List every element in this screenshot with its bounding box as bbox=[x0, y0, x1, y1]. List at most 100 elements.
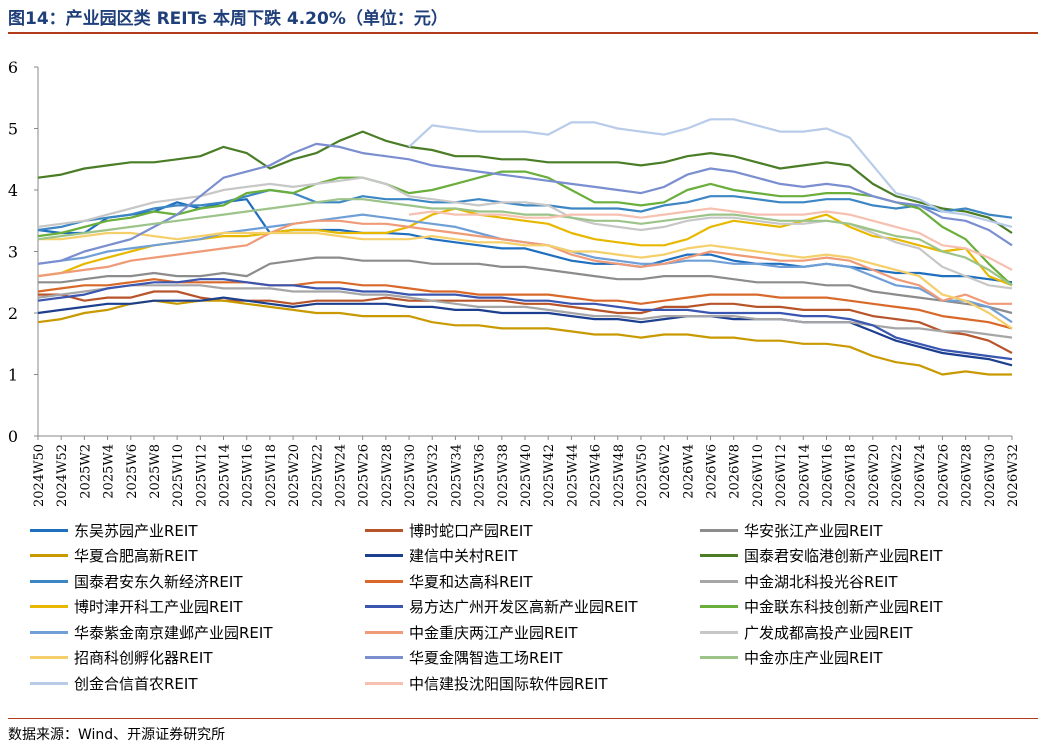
legend-label: 广发成都高投产业园REIT bbox=[744, 623, 913, 642]
legend-item: 中金重庆两江产业园REIT bbox=[365, 621, 578, 643]
legend-label: 东吴苏园产业REIT bbox=[74, 521, 198, 540]
chart-title: 图14：产业园区类 REITs 本周下跌 4.20%（单位：元） bbox=[8, 9, 448, 29]
legend-item: 华夏金隅智造工场REIT bbox=[365, 647, 563, 669]
legend-item: 博时蛇口产园REIT bbox=[365, 519, 533, 541]
x-tick-label: 2025W34 bbox=[449, 444, 464, 507]
x-tick-label: 2026W10 bbox=[751, 444, 766, 507]
x-tick-label: 2025W14 bbox=[218, 444, 233, 507]
legend-item: 易方达广州开发区高新产业园REIT bbox=[365, 596, 638, 618]
x-tick-label: 2025W2 bbox=[78, 444, 93, 499]
legend-item: 创金合信首农REIT bbox=[30, 672, 198, 694]
series-line-19 bbox=[408, 118, 1013, 228]
x-tick-label: 2025W40 bbox=[519, 444, 534, 507]
series-line-12 bbox=[37, 170, 1013, 287]
x-tick-label: 2026W24 bbox=[913, 444, 928, 507]
x-tick-label: 2025W50 bbox=[635, 444, 650, 507]
legend-swatch bbox=[30, 630, 68, 634]
legend-swatch bbox=[365, 630, 403, 634]
x-axis: 2024W50 2024W52 2025W2 2025W4 2025W6 2025W8 20… bbox=[32, 435, 1021, 507]
x-tick-label: 2026W8 bbox=[728, 444, 743, 499]
series-line-14 bbox=[37, 219, 1012, 305]
legend-label: 华夏金隅智造工场REIT bbox=[409, 649, 563, 667]
legend-swatch bbox=[365, 605, 403, 608]
legend-item: 国泰君安临港创新产业园REIT bbox=[700, 545, 943, 567]
x-tick-label: 2026W2 bbox=[658, 444, 673, 499]
x-tick-label: 2025W36 bbox=[473, 444, 488, 507]
legend-label: 国泰君安临港创新产业园REIT bbox=[744, 547, 943, 565]
x-tick-label: 2025W48 bbox=[612, 444, 627, 507]
x-tick-label: 2025W4 bbox=[102, 444, 117, 499]
legend-item: 中信建投沈阳国际软件园REIT bbox=[365, 672, 608, 694]
x-tick-label: 2025W10 bbox=[171, 444, 186, 507]
series-line-7 bbox=[37, 188, 1013, 232]
legend-label: 易方达广州开发区高新产业园REIT bbox=[409, 598, 638, 616]
legend-swatch bbox=[700, 630, 738, 634]
x-tick-label: 2026W12 bbox=[774, 444, 789, 507]
x-tick-label: 2025W46 bbox=[589, 444, 604, 507]
legend-label: 中金湖北科投光谷REIT bbox=[744, 572, 898, 591]
y-tick-label: 3 bbox=[8, 243, 18, 262]
legend-swatch bbox=[30, 605, 68, 608]
legend-swatch bbox=[700, 528, 738, 532]
x-tick-label: 2025W38 bbox=[496, 444, 511, 507]
x-tick-label: 2026W26 bbox=[936, 444, 951, 507]
legend-label: 中金联东科技创新产业园REIT bbox=[744, 598, 943, 616]
legend-label: 创金合信首农REIT bbox=[74, 674, 198, 693]
legend-swatch bbox=[700, 605, 738, 608]
series-line-11 bbox=[37, 278, 1013, 361]
legend-swatch bbox=[365, 681, 403, 685]
footer-rule bbox=[8, 718, 1038, 719]
legend-swatch bbox=[30, 579, 68, 583]
x-tick-label: 2026W4 bbox=[681, 444, 696, 499]
x-tick-label: 2025W12 bbox=[194, 444, 209, 507]
legend-swatch bbox=[30, 656, 68, 659]
legend-item: 华泰紫金南京建邺产业园REIT bbox=[30, 621, 273, 643]
legend-item: 东吴苏园产业REIT bbox=[30, 519, 198, 541]
x-tick-label: 2026W32 bbox=[1006, 444, 1021, 507]
x-tick-label: 2026W30 bbox=[983, 444, 998, 507]
legend-swatch bbox=[365, 579, 403, 583]
legend-label: 中金重庆两江产业园REIT bbox=[409, 623, 578, 642]
legend-swatch bbox=[30, 554, 68, 557]
title-rule bbox=[8, 32, 1038, 34]
legend-item: 中金联东科技创新产业园REIT bbox=[700, 596, 943, 618]
y-tick-label: 0 bbox=[8, 427, 18, 446]
x-tick-label: 2025W24 bbox=[333, 444, 348, 507]
line-chart: 0 1 2 3 4 5 6 2024W50 2024W52 2025W2 2025W4 2025W6… bbox=[8, 58, 1021, 507]
legend-label: 博时蛇口产园REIT bbox=[409, 521, 533, 540]
legend-label: 国泰君安东久新经济REIT bbox=[74, 572, 243, 591]
x-tick-label: 2025W6 bbox=[125, 444, 140, 499]
legend-item: 华夏合肥高新REIT bbox=[30, 545, 198, 567]
legend-item: 国泰君安东久新经济REIT bbox=[30, 570, 243, 592]
x-tick-label: 2025W18 bbox=[264, 444, 279, 507]
x-tick-label: 2026W20 bbox=[867, 444, 882, 507]
series-line-17 bbox=[37, 142, 1013, 265]
legend-item: 建信中关村REIT bbox=[365, 545, 518, 567]
x-tick-label: 2025W22 bbox=[310, 444, 325, 507]
legend-swatch bbox=[30, 528, 68, 532]
legend-item: 博时津开科工产业园REIT bbox=[30, 596, 243, 618]
y-tick-label: 5 bbox=[8, 120, 18, 139]
x-tick-label: 2025W30 bbox=[403, 444, 418, 507]
x-tick-label: 2026W14 bbox=[797, 444, 812, 507]
legend-item: 华安张江产业园REIT bbox=[700, 519, 883, 541]
x-tick-label: 2026W18 bbox=[844, 444, 859, 507]
legend-label: 华安张江产业园REIT bbox=[744, 521, 883, 540]
x-tick-label: 2025W26 bbox=[357, 444, 372, 507]
series-line-2 bbox=[38, 290, 1013, 354]
legend-item: 招商科创孵化器REIT bbox=[30, 647, 213, 669]
legend-swatch bbox=[365, 656, 403, 659]
series-line-8 bbox=[37, 278, 1013, 330]
y-tick-label: 1 bbox=[8, 366, 18, 385]
legend-swatch bbox=[700, 656, 738, 659]
legend-item: 中金亦庄产业园REIT bbox=[700, 647, 883, 669]
legend-item: 广发成都高投产业园REIT bbox=[700, 621, 913, 643]
x-tick-label: 2025W32 bbox=[426, 444, 441, 507]
legend-item: 中金湖北科投光谷REIT bbox=[700, 570, 898, 592]
legend-swatch bbox=[700, 579, 738, 583]
x-tick-label: 2024W50 bbox=[32, 444, 47, 507]
x-tick-label: 2025W28 bbox=[380, 444, 395, 507]
x-tick-label: 2026W6 bbox=[705, 444, 720, 499]
legend-label: 建信中关村REIT bbox=[409, 547, 518, 565]
legend-label: 华泰紫金南京建邺产业园REIT bbox=[74, 623, 273, 642]
